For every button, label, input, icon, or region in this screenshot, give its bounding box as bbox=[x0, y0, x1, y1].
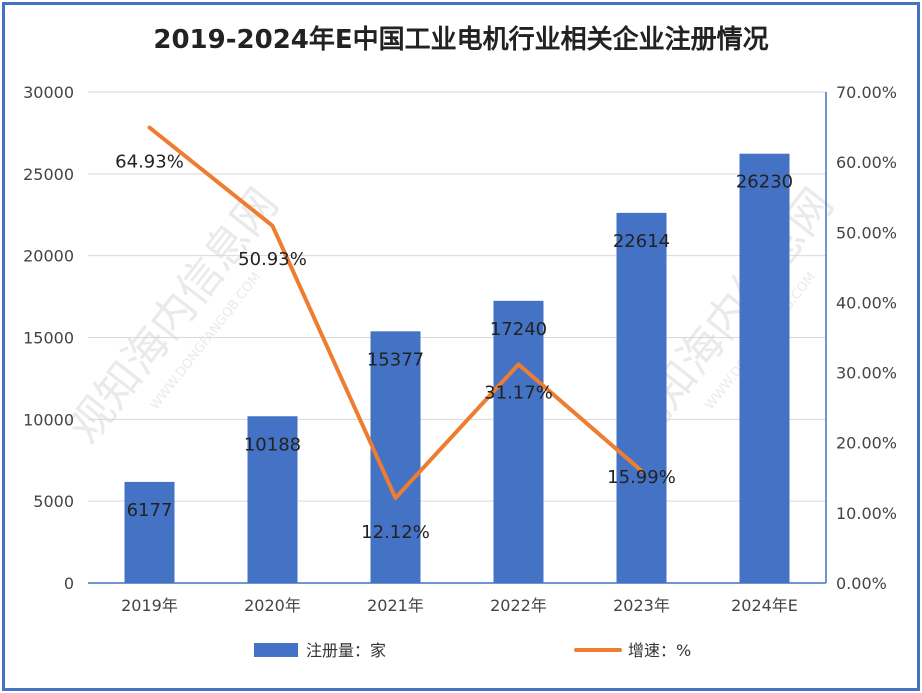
watermark-brand-left: 观知海内信息网 bbox=[59, 179, 289, 453]
axes: 0 5000 10000 15000 20000 25000 30000 0.00% 10.00… bbox=[23, 83, 897, 615]
x-tick-label: 2019年 bbox=[121, 596, 178, 615]
legend-label-line: 增速：% bbox=[628, 641, 691, 660]
bar bbox=[739, 153, 790, 583]
bar-data-label: 6177 bbox=[127, 500, 173, 521]
line-data-label: 50.93% bbox=[238, 249, 307, 270]
bar bbox=[247, 416, 298, 583]
y-right-tick-label: 70.00% bbox=[836, 83, 897, 102]
y-right-tick-label: 40.00% bbox=[836, 293, 897, 312]
y-right-tick-label: 50.00% bbox=[836, 223, 897, 242]
line-data-label: 31.17% bbox=[484, 382, 553, 403]
x-tick-label: 2020年 bbox=[244, 596, 301, 615]
bar bbox=[124, 481, 175, 583]
bar-data-label: 26230 bbox=[736, 172, 793, 193]
y-right-tick-label: 30.00% bbox=[836, 364, 897, 383]
bar bbox=[616, 212, 667, 583]
legend: 注册量：家 增速：% bbox=[254, 641, 691, 660]
legend-label-bar: 注册量：家 bbox=[306, 641, 386, 660]
line-series bbox=[147, 125, 644, 500]
y-left-tick-label: 25000 bbox=[23, 165, 74, 184]
bar bbox=[493, 300, 544, 583]
y-left-tick-label: 10000 bbox=[23, 410, 74, 429]
x-tick-label: 2022年 bbox=[490, 596, 547, 615]
bar-data-label: 15377 bbox=[367, 349, 424, 370]
line-data-label: 15.99% bbox=[607, 467, 676, 488]
bar-data-label: 17240 bbox=[490, 319, 547, 340]
y-left-tick-label: 20000 bbox=[23, 247, 74, 266]
bar-data-label: 10188 bbox=[244, 434, 301, 455]
y-left-tick-label: 15000 bbox=[23, 329, 74, 348]
data-labels: 6177 10188 15377 17240 22614 26230 64.93% 50.93… bbox=[115, 152, 793, 543]
y-left-tick-label: 30000 bbox=[23, 83, 74, 102]
y-right-tick-label: 0.00% bbox=[836, 574, 887, 593]
x-tick-label: 2021年 bbox=[367, 596, 424, 615]
y-right-tick-label: 10.00% bbox=[836, 504, 897, 523]
y-right-tick-label: 60.00% bbox=[836, 153, 897, 172]
line-data-label: 64.93% bbox=[115, 152, 184, 173]
x-tick-label: 2024年E bbox=[731, 596, 798, 615]
y-left-tick-label: 5000 bbox=[33, 492, 74, 511]
chart-title: 2019-2024年E中国工业电机行业相关企业注册情况 bbox=[153, 24, 768, 55]
legend-swatch-bar bbox=[254, 643, 298, 657]
x-tick-label: 2023年 bbox=[613, 596, 670, 615]
bar-data-label: 22614 bbox=[613, 231, 670, 252]
line-data-label: 12.12% bbox=[361, 522, 430, 543]
y-right-tick-label: 20.00% bbox=[836, 434, 897, 453]
gridlines bbox=[88, 91, 826, 502]
y-left-tick-label: 0 bbox=[64, 574, 74, 593]
